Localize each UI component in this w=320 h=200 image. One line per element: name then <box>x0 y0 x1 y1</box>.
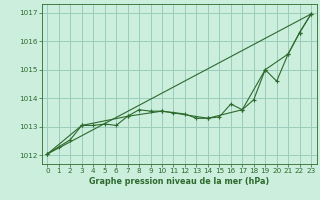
X-axis label: Graphe pression niveau de la mer (hPa): Graphe pression niveau de la mer (hPa) <box>89 177 269 186</box>
